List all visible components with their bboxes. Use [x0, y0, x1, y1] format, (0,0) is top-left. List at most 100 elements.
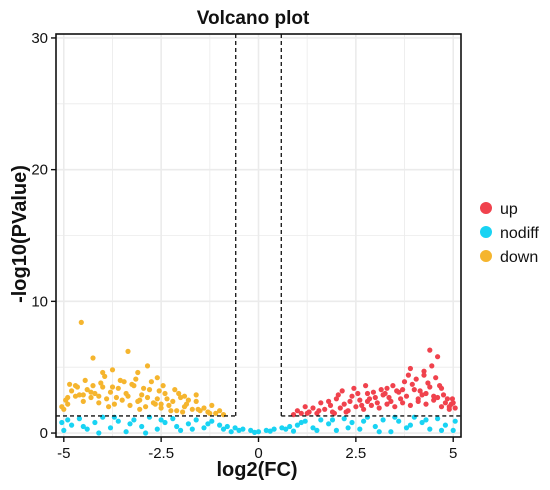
data-point-nodiff [228, 429, 234, 435]
data-point-nodiff [80, 423, 86, 430]
data-point-up [310, 405, 316, 411]
data-point-down [88, 394, 94, 401]
data-point-down [102, 373, 108, 379]
data-point-down [144, 394, 151, 401]
data-point-down [137, 397, 143, 403]
data-point-up [423, 390, 429, 397]
data-point-nodiff [143, 430, 149, 436]
data-point-down [96, 393, 102, 399]
data-point-up [435, 354, 441, 360]
data-point-nodiff [96, 430, 102, 436]
data-point-up [337, 405, 343, 411]
data-point-up [423, 401, 429, 407]
legend-marker-up [480, 202, 492, 214]
data-point-nodiff [217, 422, 223, 428]
data-point-down [111, 401, 117, 407]
data-point-up [433, 375, 439, 381]
data-point-down [109, 367, 116, 373]
legend-label-up: up [500, 201, 518, 218]
y-tick-label: 20 [31, 162, 48, 179]
data-point-up [357, 397, 363, 403]
data-point-nodiff [92, 419, 98, 426]
legend: up nodiff down [480, 201, 539, 266]
data-point-down [106, 404, 112, 410]
data-point-down [119, 397, 125, 403]
data-point-down [158, 401, 164, 407]
data-point-nodiff [127, 421, 133, 427]
data-point-nodiff [201, 425, 207, 431]
data-point-nodiff [388, 429, 394, 435]
data-point-nodiff [115, 418, 121, 424]
data-point-nodiff [76, 416, 82, 422]
data-point-down [72, 383, 79, 389]
data-point-up [359, 402, 365, 408]
data-point-down [63, 397, 69, 403]
data-point-nodiff [407, 422, 413, 428]
data-point-up [427, 347, 433, 353]
data-point-down [174, 408, 180, 414]
data-point-down [189, 406, 195, 412]
data-point-nodiff [361, 418, 367, 424]
data-point-down [129, 381, 135, 387]
data-point-nodiff [252, 429, 258, 435]
data-point-up [294, 408, 300, 414]
data-point-up [364, 390, 371, 397]
data-point-nodiff [349, 419, 355, 426]
data-point-down [90, 383, 96, 389]
data-point-down [176, 390, 182, 397]
data-point-down [185, 397, 191, 403]
data-point-up [368, 402, 374, 408]
data-point-down [193, 392, 199, 398]
data-point-nodiff [294, 422, 300, 428]
data-point-down [158, 405, 164, 411]
data-point-nodiff [162, 419, 168, 426]
data-point-down [96, 400, 102, 406]
data-point-nodiff [329, 417, 336, 423]
data-point-down [84, 387, 90, 393]
data-point-up [351, 385, 357, 391]
data-point-down [195, 406, 201, 412]
data-point-down [180, 409, 186, 415]
data-point-up [427, 384, 433, 390]
data-point-down [59, 404, 65, 410]
data-point-nodiff [427, 426, 433, 432]
x-tick-label: 5 [449, 445, 457, 462]
legend-marker-nodiff [480, 226, 492, 238]
data-point-down [80, 392, 86, 398]
data-point-down [76, 392, 82, 398]
legend-label-down: down [500, 249, 538, 266]
data-point-nodiff [131, 417, 137, 423]
data-point-down [78, 319, 84, 325]
data-point-up [405, 372, 411, 378]
data-point-down [104, 396, 110, 402]
y-axis-title: -log10(PValue) [9, 165, 31, 303]
chart-title: Volcano plot [197, 8, 310, 29]
data-point-down [154, 396, 160, 402]
data-point-nodiff [209, 418, 215, 424]
data-point-down [125, 348, 131, 354]
data-point-up [353, 404, 359, 410]
data-point-up [374, 400, 380, 406]
data-point-nodiff [372, 423, 378, 430]
data-point-down [100, 369, 106, 376]
data-point-down [139, 392, 145, 398]
data-point-down [168, 408, 174, 414]
data-point-nodiff [357, 426, 363, 432]
data-point-nodiff [290, 428, 297, 434]
data-point-up [450, 400, 456, 406]
data-point-down [154, 375, 160, 381]
data-point-down [209, 402, 215, 408]
data-point-down [141, 385, 147, 391]
data-point-down [125, 393, 131, 399]
data-point-up [409, 381, 415, 387]
legend-label-nodiff: nodiff [500, 225, 539, 242]
data-point-nodiff [396, 418, 402, 424]
data-point-nodiff [170, 416, 176, 422]
data-point-down [80, 398, 86, 404]
y-tick-label: 10 [31, 293, 48, 310]
data-point-up [376, 405, 382, 411]
data-point-down [113, 394, 119, 401]
y-tick-label: 30 [31, 30, 48, 47]
data-point-down [160, 383, 166, 389]
data-point-down [100, 384, 106, 390]
